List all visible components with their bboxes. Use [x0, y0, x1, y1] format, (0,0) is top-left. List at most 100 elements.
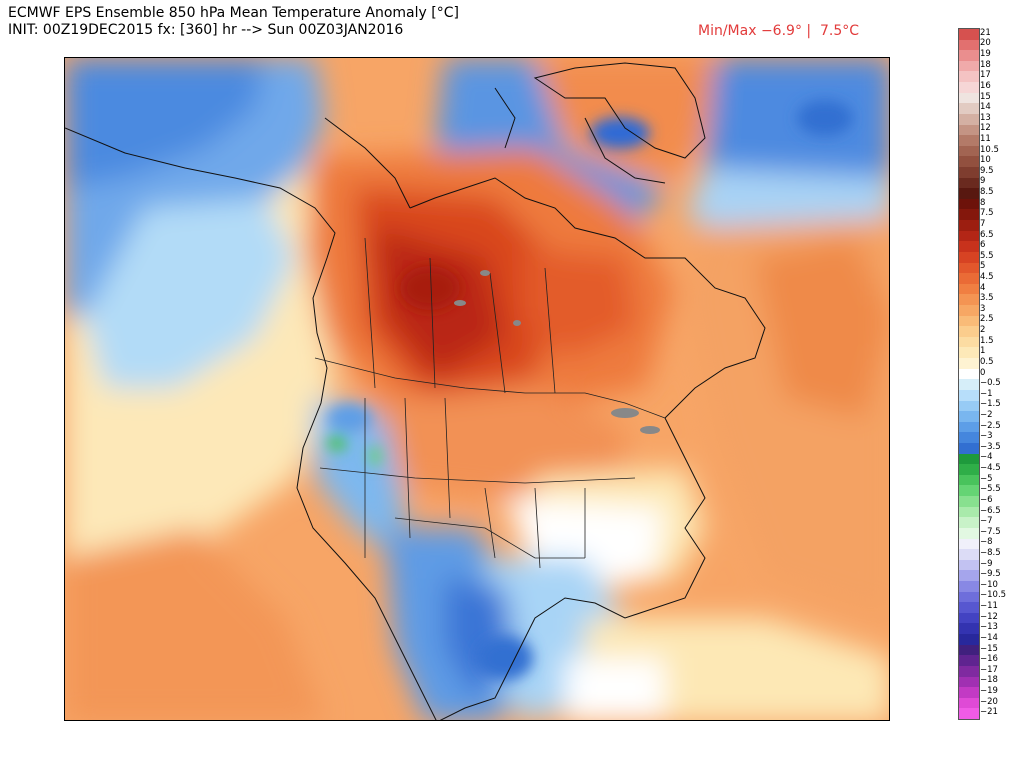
- colorbar-swatch: [959, 113, 979, 125]
- colorbar-swatch: [959, 82, 979, 94]
- colorbar-swatch: [959, 368, 979, 380]
- colorbar-label: 9: [980, 176, 986, 187]
- colorbar-swatch: [959, 644, 979, 656]
- colorbar-swatch: [959, 156, 979, 168]
- colorbar-swatch: [959, 676, 979, 688]
- colorbar-swatch: [959, 177, 979, 189]
- colorbar-label: −7.5: [980, 526, 1001, 537]
- colorbar-swatch: [959, 623, 979, 635]
- colorbar-swatch: [959, 103, 979, 115]
- colorbar-swatch: [959, 294, 979, 306]
- anomaly-detail: [327, 100, 853, 680]
- colorbar-swatch: [959, 39, 979, 51]
- colorbar-label: 10.5: [980, 144, 999, 155]
- colorbar-swatch: [959, 241, 979, 253]
- colorbar-label: 12: [980, 123, 991, 134]
- colorbar-label: 9.5: [980, 165, 994, 176]
- anomaly-field: [65, 58, 889, 720]
- colorbar-label: −21: [980, 707, 998, 718]
- colorbar-label: 7.5: [980, 208, 994, 219]
- colorbar-swatch: [959, 124, 979, 136]
- political-boundaries: [314, 237, 666, 569]
- colorbar-swatch: [959, 198, 979, 210]
- colorbar-swatch: [959, 591, 979, 603]
- colorbar-label: −2.5: [980, 420, 1001, 431]
- colorbar-label: −10.5: [980, 590, 1007, 601]
- colorbar-label: −18: [980, 675, 998, 686]
- colorbar-label: 17: [980, 70, 991, 81]
- colorbar-swatch: [959, 612, 979, 624]
- colorbar-swatch: [959, 220, 979, 232]
- colorbar-label: −6: [980, 494, 993, 505]
- colorbar-label: 8: [980, 197, 986, 208]
- colorbar-swatch: [959, 517, 979, 529]
- colorbar-label: −8: [980, 537, 993, 548]
- colorbar-swatch: [959, 251, 979, 263]
- colorbar-label: −8.5: [980, 547, 1001, 558]
- colorbar-label: 5.5: [980, 250, 994, 261]
- colorbar-swatch: [959, 559, 979, 571]
- colorbar-label: 0.5: [980, 356, 994, 367]
- colorbar-label: −1.5: [980, 399, 1001, 410]
- colorbar-label: −16: [980, 654, 998, 665]
- colorbar-label: −9: [980, 558, 993, 569]
- colorbar-label: −10: [980, 579, 998, 590]
- colorbar-swatch: [959, 29, 979, 40]
- colorbar-swatch: [959, 50, 979, 62]
- colorbar-swatch: [959, 443, 979, 454]
- colorbar-swatch: [959, 71, 979, 83]
- colorbar-label: 19: [980, 49, 991, 60]
- colorbar-swatch: [959, 634, 979, 646]
- colorbar-label: −4: [980, 452, 993, 463]
- colorbar-label: 13: [980, 112, 991, 123]
- colorbar-label: 20: [980, 38, 991, 49]
- colorbar-label: 18: [980, 59, 991, 70]
- colorbar-label: 2.5: [980, 314, 994, 325]
- colorbar-swatch: [959, 538, 979, 550]
- colorbar-label: 6: [980, 240, 986, 251]
- colorbar-label: 4: [980, 282, 986, 293]
- colorbar-swatch: [959, 358, 979, 370]
- colorbar-swatch: [959, 453, 979, 465]
- coastlines: [65, 62, 766, 720]
- colorbar-label: −6.5: [980, 505, 1001, 516]
- colorbar-label: −2: [980, 409, 993, 420]
- colorbar-swatch: [959, 464, 979, 476]
- colorbar-swatch: [959, 602, 979, 614]
- colorbar-swatch: [959, 188, 979, 200]
- colorbar-label: −5.5: [980, 484, 1001, 495]
- colorbar-swatch: [959, 697, 979, 709]
- colorbar-swatch: [959, 496, 979, 508]
- colorbar-swatch: [959, 527, 979, 539]
- colorbar-swatch: [959, 581, 979, 592]
- colorbar-label: 7: [980, 218, 986, 229]
- colorbar-label: −14: [980, 632, 998, 643]
- colorbar-label: −4.5: [980, 463, 1001, 474]
- colorbar-swatch: [959, 305, 979, 316]
- colorbar-label: −0.5: [980, 378, 1001, 389]
- colorbar-swatch: [959, 230, 979, 242]
- colorbar-swatch: [959, 432, 979, 444]
- colorbar-label: −17: [980, 664, 998, 675]
- colorbar-label: 4.5: [980, 271, 994, 282]
- colorbar-label: 3: [980, 303, 986, 314]
- colorbar-swatch: [959, 570, 979, 582]
- colorbar-label: −20: [980, 696, 998, 707]
- colorbar-label: −12: [980, 611, 998, 622]
- colorbar-swatch: [959, 273, 979, 285]
- colorbar-label: −1: [980, 388, 993, 399]
- colorbar-label: 3.5: [980, 293, 994, 304]
- colorbar-label: 1.5: [980, 335, 994, 346]
- colorbar-swatch: [959, 389, 979, 401]
- colorbar-swatch: [959, 474, 979, 486]
- colorbar-swatch: [959, 687, 979, 699]
- colorbar-swatch: [959, 347, 979, 359]
- colorbar-label: −3.5: [980, 441, 1001, 452]
- colorbar-swatch: [959, 167, 979, 178]
- colorbar-swatch: [959, 135, 979, 147]
- colorbar-swatch: [959, 336, 979, 348]
- colorbar-swatch: [959, 92, 979, 104]
- colorbar-label: 11: [980, 133, 991, 144]
- colorbar-swatch: [959, 708, 979, 720]
- colorbar: [958, 28, 980, 720]
